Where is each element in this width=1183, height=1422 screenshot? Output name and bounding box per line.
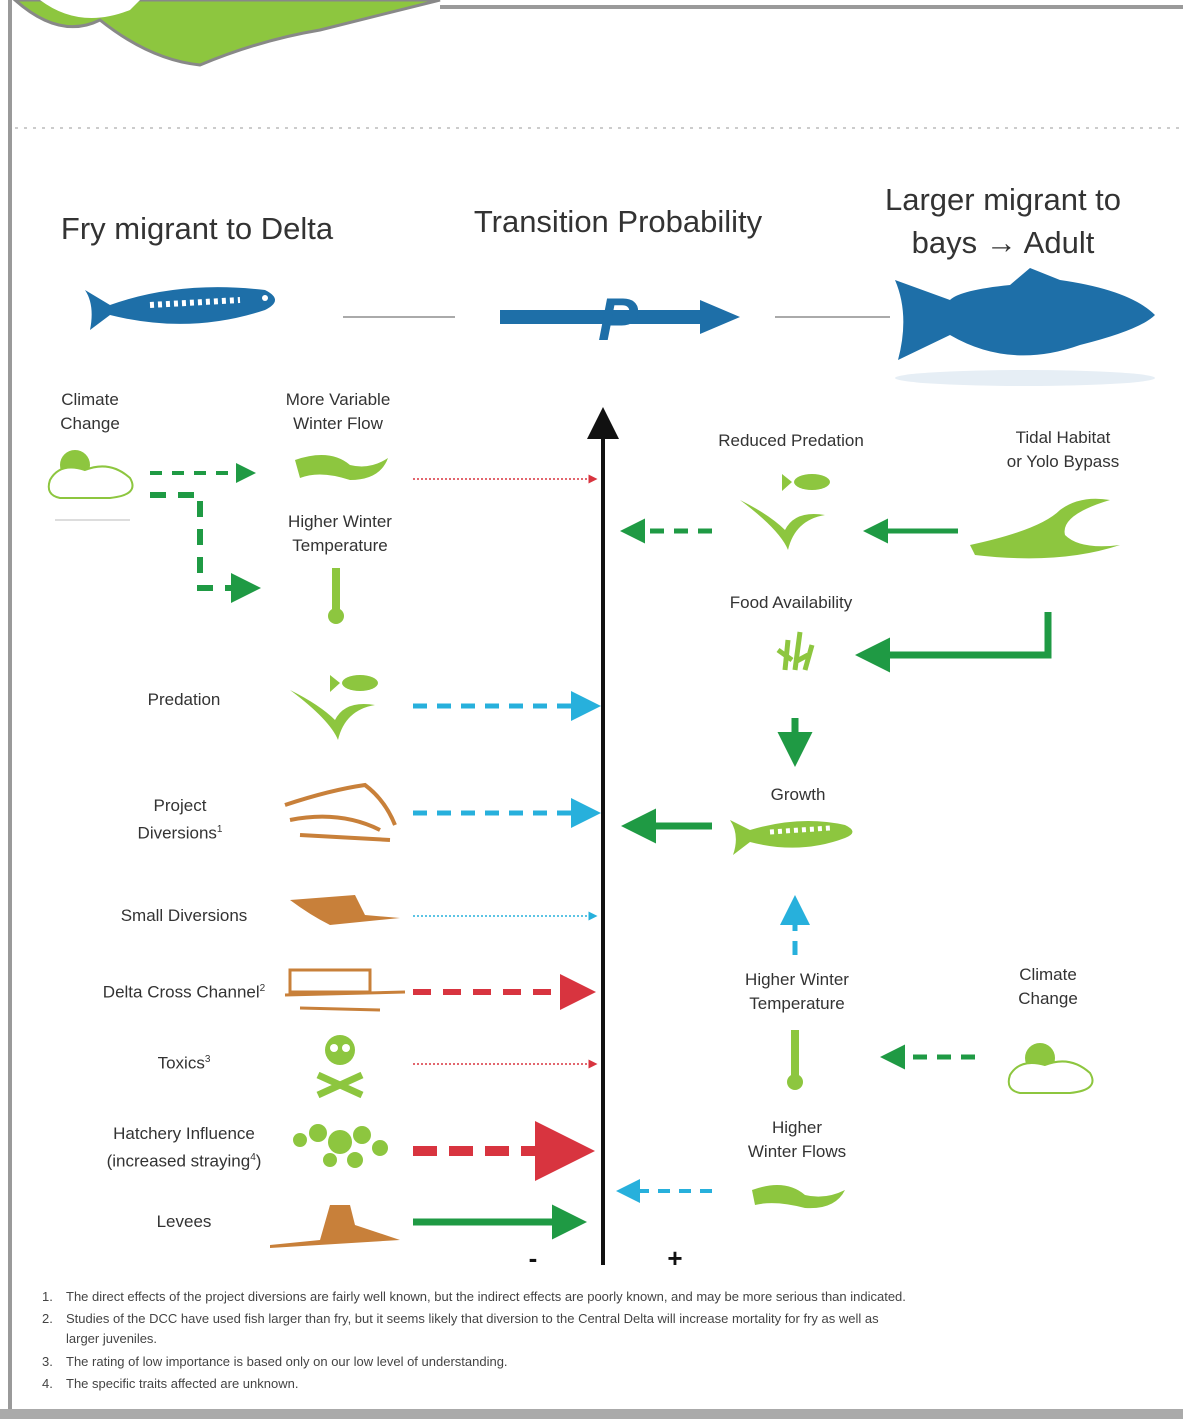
label-text: Delta Cross Channel: [102, 982, 260, 1002]
footnote-text: Studies of the DCC have used fish larger…: [66, 1311, 879, 1326]
p-symbol: P: [598, 286, 639, 353]
label-line: Reduced Predation: [718, 431, 864, 450]
node-label: Food Availability: [730, 591, 853, 615]
footnote-marker: 2: [259, 983, 266, 994]
label-line: Temperature: [749, 994, 845, 1013]
label-line: Higher Winter: [288, 512, 392, 531]
footnote-marker: 3: [204, 1054, 211, 1065]
node-label: Climate Change: [60, 388, 120, 436]
toxics-icon: [316, 1035, 364, 1099]
node-label: Reduced Predation: [718, 429, 864, 453]
cross-channel-icon: [284, 968, 406, 1012]
label-text: (increased straying: [106, 1151, 251, 1171]
footnote-text: The direct effects of the project divers…: [66, 1289, 906, 1304]
footnote-number: 4.: [42, 1376, 53, 1391]
hatchery-icon: [293, 1124, 388, 1168]
small-diversions-icon: [290, 895, 400, 925]
flow-icon: [752, 1185, 845, 1209]
footnote-marker: 1: [216, 824, 223, 835]
food-icon: [776, 631, 815, 671]
footnote-text: The rating of low importance is based on…: [66, 1354, 508, 1369]
label-line: Change: [1018, 989, 1078, 1008]
label-line: Growth: [770, 785, 826, 804]
header-decoration: [12, 0, 441, 67]
axis-plus: +: [667, 1243, 683, 1273]
reduced-predation-icon: [740, 474, 830, 550]
thermometer-icon: [787, 1030, 803, 1090]
label-line: Toxics3: [158, 1048, 211, 1076]
footnote-number: 2.: [42, 1311, 53, 1326]
footnote-number: 1.: [42, 1289, 53, 1304]
factor-label: Hatchery Influence (increased straying4): [107, 1122, 262, 1174]
climate-icon: [1007, 1043, 1094, 1094]
factor-label: Delta Cross Channel2: [103, 977, 265, 1005]
label-line: Food Availability: [729, 593, 853, 612]
footnote: 2. Studies of the DCC have used fish larg…: [42, 1309, 879, 1349]
fry-icon: [85, 287, 275, 330]
project-diversions-icon: [284, 782, 397, 842]
factor-label: Levees: [157, 1210, 212, 1234]
label-line: Delta Cross Channel2: [103, 977, 265, 1005]
right-title: Larger migrant to bays → Adult: [885, 178, 1121, 264]
label-line: Diversions1: [138, 818, 223, 846]
footnote-text: larger juveniles.: [66, 1331, 158, 1346]
label-line: Temperature: [292, 536, 388, 555]
footnote-text: The specific traits affected are unknown…: [66, 1376, 299, 1391]
footnote: 3. The rating of low importance is based …: [42, 1352, 508, 1372]
predation-icon: [290, 675, 378, 740]
levees-icon: [270, 1205, 400, 1248]
label-text: Toxics: [157, 1053, 205, 1073]
label-line: or Yolo Bypass: [1006, 452, 1120, 471]
title-line: Larger migrant to: [884, 182, 1122, 217]
footnote: 4. The specific traits affected are unkno…: [42, 1374, 298, 1394]
node-label: Higher Winter Flows: [748, 1116, 846, 1164]
factor-label: Toxics3: [158, 1048, 211, 1076]
factor-label: Small Diversions: [121, 904, 248, 928]
thermometer-icon: [328, 568, 344, 624]
label-line: Climate: [1019, 965, 1077, 984]
label-line: Levees: [156, 1212, 212, 1231]
growth-icon: [730, 820, 853, 855]
label-line: Higher Winter: [745, 970, 849, 989]
label-line: Small Diversions: [120, 906, 248, 925]
axis-minus: -: [528, 1243, 538, 1273]
label-line: Winter Flows: [747, 1142, 847, 1161]
p-arrow-icon: P: [500, 286, 740, 353]
label-text: Diversions: [137, 823, 217, 843]
climate-icon: [47, 450, 134, 521]
footnote-marker: 4: [250, 1152, 256, 1163]
node-label: Higher Winter Temperature: [288, 510, 392, 558]
node-label: Tidal Habitat or Yolo Bypass: [1007, 426, 1119, 474]
label-line: Tidal Habitat: [1015, 428, 1111, 447]
flow-icon: [295, 455, 388, 480]
node-label: Climate Change: [1018, 963, 1078, 1011]
label-line: Predation: [147, 690, 221, 709]
node-label: Growth: [771, 783, 826, 807]
label-line: Change: [60, 414, 120, 433]
label-line: More Variable: [285, 390, 391, 409]
arrows: [150, 463, 1052, 1240]
label-line: Winter Flow: [293, 414, 383, 433]
title-line: bays → Adult: [911, 225, 1095, 260]
adult-fish-icon: [895, 268, 1155, 386]
label-line: Hatchery Influence: [113, 1124, 255, 1143]
label-line: Project: [153, 796, 207, 815]
node-label: More Variable Winter Flow: [286, 388, 391, 436]
node-label: Higher Winter Temperature: [745, 968, 849, 1016]
factor-label: Predation: [148, 688, 221, 712]
label-line: Climate: [61, 390, 119, 409]
label-text: ): [255, 1151, 262, 1171]
label-line: (increased straying4): [107, 1146, 262, 1174]
tidal-habitat-icon: [970, 498, 1120, 559]
factor-label: Project Diversions1: [138, 794, 223, 846]
footnote: 1. The direct effects of the project dive…: [42, 1287, 906, 1307]
center-title: Transition Probability: [473, 204, 763, 239]
left-title: Fry migrant to Delta: [60, 211, 334, 246]
label-line: Higher: [771, 1118, 823, 1137]
footnote-number: 3.: [42, 1354, 53, 1369]
